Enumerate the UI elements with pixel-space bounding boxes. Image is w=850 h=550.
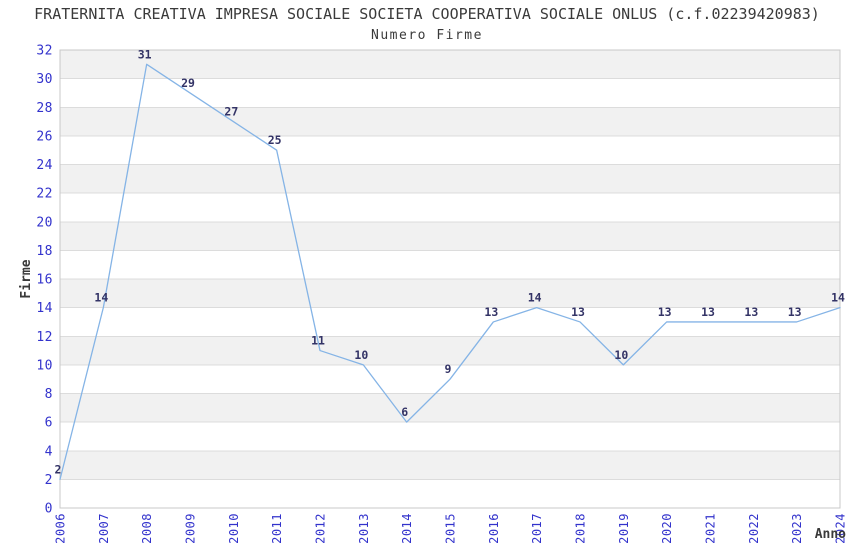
x-tick-label: 2023 xyxy=(790,513,804,544)
x-tick-label: 2018 xyxy=(574,513,588,544)
x-tick-label: 2011 xyxy=(270,513,284,544)
y-tick-label: 2 xyxy=(45,473,53,488)
y-tick-label: 20 xyxy=(36,215,53,230)
x-tick-label: 2006 xyxy=(54,513,68,544)
x-tick-label: 2020 xyxy=(660,513,674,544)
point-label: 27 xyxy=(224,105,238,119)
point-label: 13 xyxy=(658,305,672,319)
x-tick-label: 2024 xyxy=(834,513,848,544)
point-label: 11 xyxy=(311,334,325,348)
y-tick-label: 16 xyxy=(36,273,53,288)
x-tick-label: 2010 xyxy=(227,513,241,544)
chart-title: FRATERNITA CREATIVA IMPRESA SOCIALE SOCI… xyxy=(34,5,820,23)
plot-band xyxy=(60,279,840,308)
x-tick-label: 2015 xyxy=(444,513,458,544)
plot-band xyxy=(60,336,840,365)
point-label: 10 xyxy=(354,348,368,362)
series-line xyxy=(59,63,841,481)
point-label: 9 xyxy=(445,362,452,376)
x-tick-label: 2014 xyxy=(400,513,414,544)
y-axis-title: Firme xyxy=(19,259,34,298)
x-tick-label: 2012 xyxy=(314,513,328,544)
plot-band xyxy=(60,50,840,79)
y-tick-label: 0 xyxy=(45,502,53,517)
y-tick-label: 30 xyxy=(36,72,53,87)
point-label: 13 xyxy=(744,305,758,319)
point-label: 13 xyxy=(788,305,802,319)
x-tick-label: 2021 xyxy=(704,513,718,544)
y-tick-label: 32 xyxy=(36,44,53,59)
x-tick-label: 2009 xyxy=(184,513,198,544)
plot-border xyxy=(59,49,841,509)
plot-band xyxy=(60,221,840,251)
x-tick-label: 2008 xyxy=(140,513,154,544)
plot-band xyxy=(60,164,840,194)
point-label: 29 xyxy=(181,76,195,90)
point-label: 13 xyxy=(701,305,715,319)
point-label: 14 xyxy=(528,291,542,305)
point-label: 2 xyxy=(55,462,62,476)
point-label: 6 xyxy=(401,405,408,419)
y-tick-label: 28 xyxy=(36,101,53,116)
point-label: 13 xyxy=(484,305,498,319)
point-label: 13 xyxy=(571,305,585,319)
plot-band xyxy=(60,107,840,136)
y-tick-label: 6 xyxy=(45,416,53,431)
y-tick-label: 10 xyxy=(36,358,53,373)
x-tick-label: 2017 xyxy=(530,513,544,544)
y-tick-label: 8 xyxy=(45,387,53,402)
point-label: 25 xyxy=(268,133,282,147)
y-tick-label: 26 xyxy=(36,129,53,144)
y-tick-label: 14 xyxy=(36,301,53,316)
y-tick-label: 4 xyxy=(45,444,53,459)
point-labels: 2 14 31 29 27 25 11 10 6 9 13 14 13 10 13 13 13 13 14 xyxy=(55,47,845,476)
x-tick-label: 2022 xyxy=(747,513,761,544)
x-tick-label: 2013 xyxy=(357,513,371,544)
x-tick-label: 2007 xyxy=(97,513,111,544)
x-axis-tick-labels: 2006 2007 2008 2009 2010 2011 2012 2013 2014 2015… xyxy=(54,513,848,544)
x-axis-title: Anno xyxy=(815,527,846,542)
y-tick-label: 12 xyxy=(36,330,53,345)
x-tick-label: 2016 xyxy=(487,513,501,544)
point-label: 14 xyxy=(94,291,108,305)
plot-band xyxy=(60,393,840,423)
y-tick-label: 24 xyxy=(36,158,53,173)
chart-subtitle: Numero Firme xyxy=(371,28,483,43)
plot-bands xyxy=(60,50,840,480)
plot-band xyxy=(60,450,840,480)
point-label: 10 xyxy=(614,348,628,362)
y-tick-label: 18 xyxy=(36,244,53,259)
x-tick-label: 2019 xyxy=(617,513,631,544)
y-tick-label: 22 xyxy=(36,187,53,202)
point-label: 14 xyxy=(831,291,845,305)
point-label: 31 xyxy=(138,47,152,61)
